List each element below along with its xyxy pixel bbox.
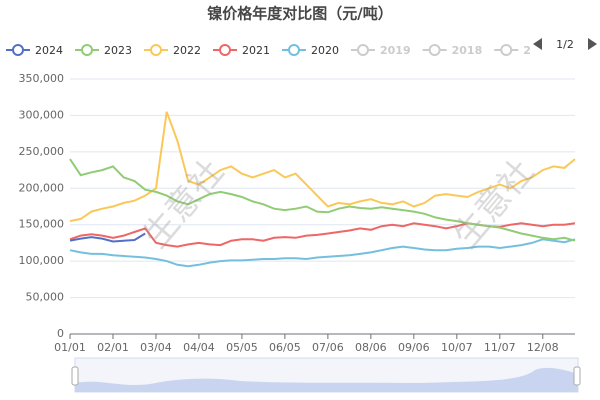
zoom-handle[interactable] — [71, 366, 79, 386]
legend-icon — [357, 44, 369, 56]
y-tick-label: 300,000 — [19, 108, 65, 121]
x-tick-label: 06/05 — [269, 341, 301, 354]
y-tick-label: 100,000 — [19, 254, 65, 267]
legend-label-off[interactable]: 2019 — [380, 44, 411, 57]
chart-title: 镍价格年度对比图（元/吨） — [207, 5, 392, 23]
zoom-preview — [75, 367, 578, 392]
legend-label[interactable]: 2020 — [311, 44, 339, 57]
legend-label[interactable]: 2021 — [242, 44, 270, 57]
legend-label-off[interactable]: 2018 — [452, 44, 483, 57]
x-tick-label: 05/05 — [226, 341, 258, 354]
y-tick-label: 350,000 — [19, 72, 65, 85]
series-line — [69, 238, 576, 268]
x-tick-label: 12/08 — [527, 341, 559, 354]
legend-icon — [428, 44, 441, 56]
y-tick-label: 150,000 — [19, 218, 65, 231]
legend-next[interactable] — [588, 38, 597, 50]
x-tick-label: 01/01 — [54, 341, 86, 354]
y-tick-label: 200,000 — [19, 181, 65, 194]
zoom-handle[interactable] — [573, 366, 581, 386]
x-tick-label: 03/04 — [140, 341, 172, 354]
legend-page: 1/2 — [556, 38, 574, 51]
series-line — [69, 111, 576, 223]
x-tick-label: 09/06 — [398, 341, 430, 354]
legend-icon — [500, 44, 513, 56]
legend-prev[interactable] — [533, 38, 542, 50]
series-line — [69, 232, 146, 243]
x-tick-label: 02/01 — [97, 341, 129, 354]
legend-label[interactable]: 2022 — [173, 44, 201, 57]
legend-icon — [81, 44, 93, 56]
watermark: 生意社 — [446, 152, 542, 256]
legend-label[interactable]: 2023 — [104, 44, 132, 57]
legend-icon — [12, 44, 24, 56]
legend-icon — [150, 44, 162, 56]
x-tick-label: 10/07 — [441, 341, 473, 354]
y-tick-label: 0 — [57, 327, 64, 340]
x-tick-label: 11/07 — [484, 341, 516, 354]
legend-label-off[interactable]: 2 — [523, 44, 531, 57]
legend-icon — [219, 44, 231, 56]
x-tick-label: 07/06 — [312, 341, 344, 354]
x-tick-label: 04/04 — [183, 341, 215, 354]
y-tick-label: 250,000 — [19, 145, 65, 158]
series-line — [69, 158, 576, 242]
legend-icon — [288, 44, 300, 56]
y-tick-label: 50,000 — [26, 291, 65, 304]
legend-label[interactable]: 2024 — [35, 44, 63, 57]
x-tick-label: 08/06 — [355, 341, 387, 354]
